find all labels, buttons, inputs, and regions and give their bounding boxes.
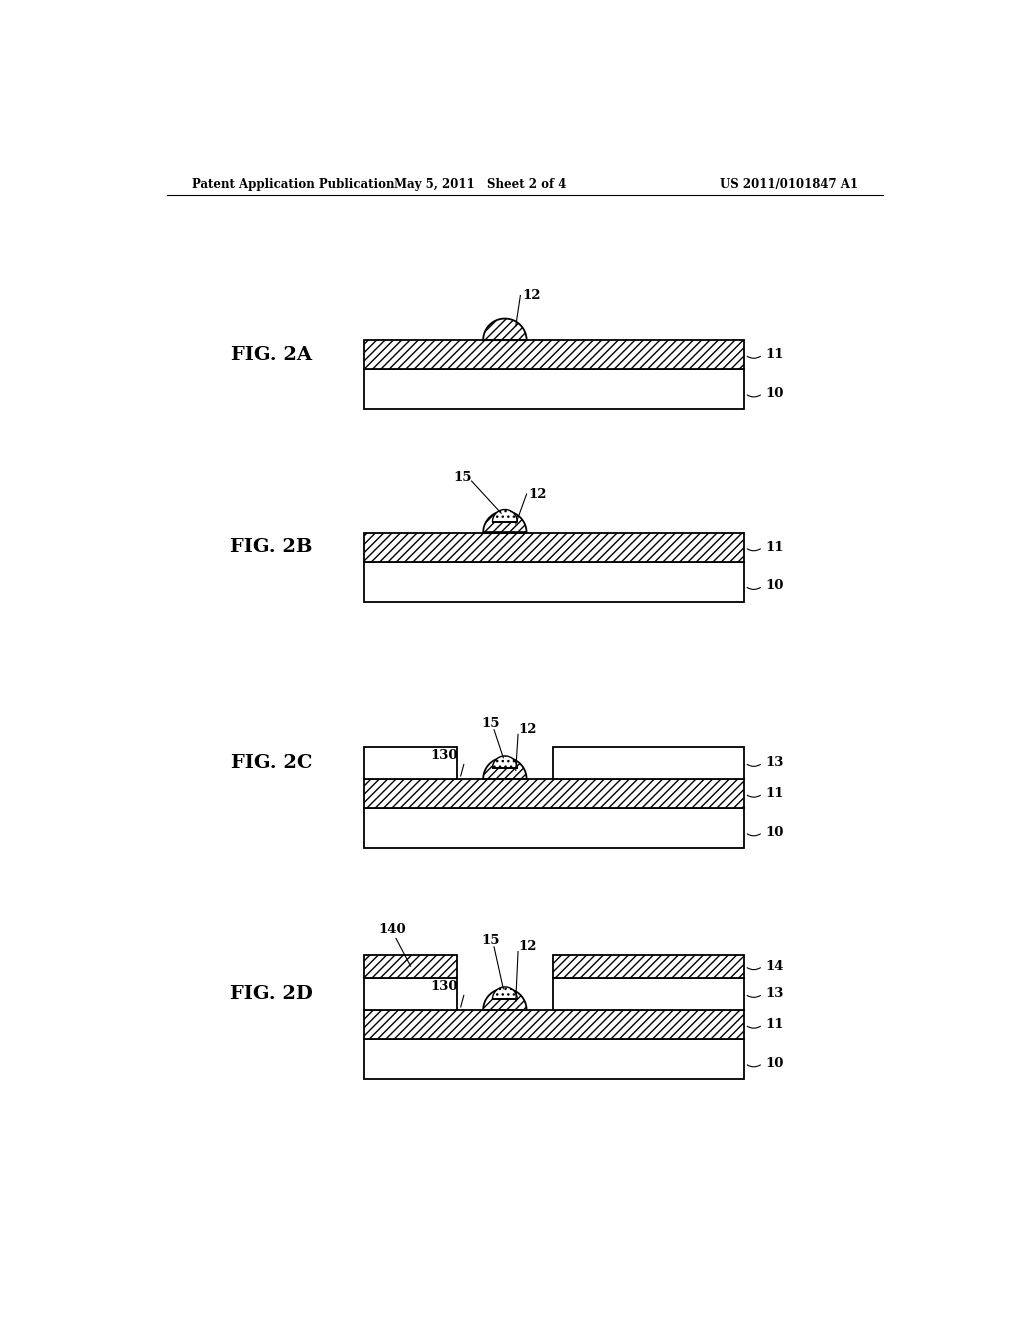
Text: FIG. 2C: FIG. 2C xyxy=(230,754,312,772)
Polygon shape xyxy=(483,758,526,779)
Bar xyxy=(365,978,457,1010)
Text: 10: 10 xyxy=(766,826,784,838)
Bar xyxy=(553,978,744,1010)
Text: FIG. 2D: FIG. 2D xyxy=(230,985,312,1003)
Bar xyxy=(365,532,744,562)
Text: 14: 14 xyxy=(766,960,784,973)
Text: 130: 130 xyxy=(431,979,458,993)
Text: FIG. 2B: FIG. 2B xyxy=(230,539,312,556)
Text: 12: 12 xyxy=(519,940,538,953)
Text: US 2011/0101847 A1: US 2011/0101847 A1 xyxy=(720,178,858,190)
Text: 15: 15 xyxy=(453,471,471,483)
Text: 12: 12 xyxy=(522,289,541,302)
Text: 11: 11 xyxy=(766,1018,784,1031)
Text: 10: 10 xyxy=(766,387,784,400)
Text: 11: 11 xyxy=(766,787,784,800)
Text: 13: 13 xyxy=(766,756,784,770)
Text: FIG. 2A: FIG. 2A xyxy=(230,346,312,364)
Bar xyxy=(365,954,457,978)
Text: May 5, 2011   Sheet 2 of 4: May 5, 2011 Sheet 2 of 4 xyxy=(394,178,567,190)
Bar xyxy=(365,370,744,409)
Text: 15: 15 xyxy=(481,717,500,730)
Polygon shape xyxy=(483,511,526,532)
Text: 10: 10 xyxy=(766,579,784,593)
Bar xyxy=(365,779,744,808)
Text: 13: 13 xyxy=(766,987,784,1001)
Polygon shape xyxy=(493,987,517,999)
Text: 11: 11 xyxy=(766,541,784,554)
Text: 15: 15 xyxy=(481,935,500,948)
Bar xyxy=(365,341,744,370)
Bar xyxy=(365,562,744,602)
Bar xyxy=(365,808,744,849)
Text: 11: 11 xyxy=(766,348,784,362)
Text: Patent Application Publication: Patent Application Publication xyxy=(191,178,394,190)
Polygon shape xyxy=(493,510,517,521)
Text: 10: 10 xyxy=(766,1057,784,1069)
Text: 12: 12 xyxy=(528,487,547,500)
Text: 12: 12 xyxy=(519,723,538,737)
Bar xyxy=(553,954,744,978)
Polygon shape xyxy=(493,756,517,768)
Bar xyxy=(365,1039,744,1080)
Bar xyxy=(553,747,744,779)
Polygon shape xyxy=(483,989,526,1010)
Bar xyxy=(365,1010,744,1039)
Text: 140: 140 xyxy=(378,923,406,936)
Bar xyxy=(365,747,457,779)
Text: 130: 130 xyxy=(431,748,458,762)
Polygon shape xyxy=(483,318,526,341)
